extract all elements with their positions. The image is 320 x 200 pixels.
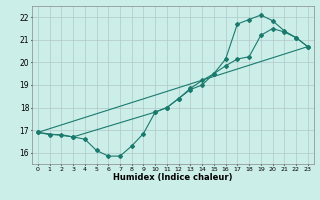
X-axis label: Humidex (Indice chaleur): Humidex (Indice chaleur) xyxy=(113,173,233,182)
